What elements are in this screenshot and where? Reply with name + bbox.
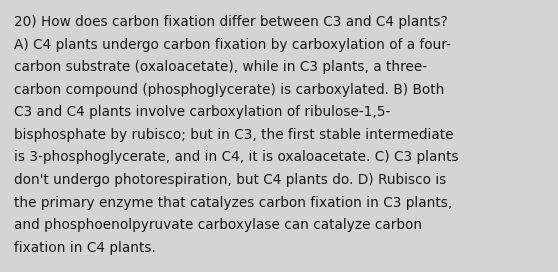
Text: C3 and C4 plants involve carboxylation of ribulose-1,5-: C3 and C4 plants involve carboxylation o…	[14, 105, 391, 119]
Text: and phosphoenolpyruvate carboxylase can catalyze carbon: and phosphoenolpyruvate carboxylase can …	[14, 218, 422, 232]
Text: is 3-phosphoglycerate, and in C4, it is oxaloacetate. C) C3 plants: is 3-phosphoglycerate, and in C4, it is …	[14, 150, 459, 164]
Text: don't undergo photorespiration, but C4 plants do. D) Rubisco is: don't undergo photorespiration, but C4 p…	[14, 173, 446, 187]
Text: carbon compound (phosphoglycerate) is carboxylated. B) Both: carbon compound (phosphoglycerate) is ca…	[14, 83, 444, 97]
Text: fixation in C4 plants.: fixation in C4 plants.	[14, 241, 156, 255]
Text: 20) How does carbon fixation differ between C3 and C4 plants?: 20) How does carbon fixation differ betw…	[14, 15, 448, 29]
Text: bisphosphate by rubisco; but in C3, the first stable intermediate: bisphosphate by rubisco; but in C3, the …	[14, 128, 454, 142]
Text: the primary enzyme that catalyzes carbon fixation in C3 plants,: the primary enzyme that catalyzes carbon…	[14, 196, 452, 209]
Text: carbon substrate (oxaloacetate), while in C3 plants, a three-: carbon substrate (oxaloacetate), while i…	[14, 60, 427, 74]
Text: A) C4 plants undergo carbon fixation by carboxylation of a four-: A) C4 plants undergo carbon fixation by …	[14, 38, 451, 51]
